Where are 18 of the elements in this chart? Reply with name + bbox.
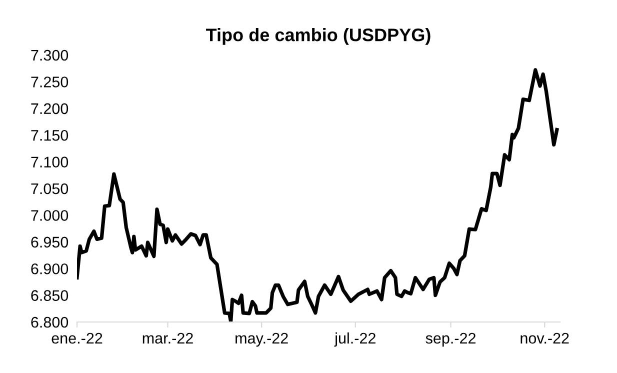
chart-title: Tipo de cambio (USDPYG) (206, 28, 430, 45)
y-tick-label: 7.000 (31, 210, 68, 221)
x-tick-label: nov.-22 (520, 332, 569, 344)
x-tick-label: may.-22 (236, 332, 288, 347)
x-tick-label: sep.-22 (426, 332, 476, 347)
y-tick-label: 7.250 (31, 76, 68, 88)
y-tick-label: 7.200 (31, 103, 68, 114)
x-tick-label: jul.-22 (334, 332, 376, 347)
x-tick-label: ene.-22 (52, 332, 102, 344)
y-tick-label: 6.850 (31, 290, 68, 301)
y-tick-label: 7.100 (31, 156, 68, 168)
y-tick-label: 7.150 (31, 130, 68, 141)
y-tick-label: 6.800 (31, 316, 68, 328)
y-tick-label: 6.950 (31, 236, 68, 248)
x-tick-label: mar.-22 (142, 332, 193, 344)
y-tick-label: 6.900 (31, 263, 68, 274)
y-tick-label: 7.300 (31, 50, 68, 61)
y-tick-label: 7.050 (31, 183, 68, 194)
